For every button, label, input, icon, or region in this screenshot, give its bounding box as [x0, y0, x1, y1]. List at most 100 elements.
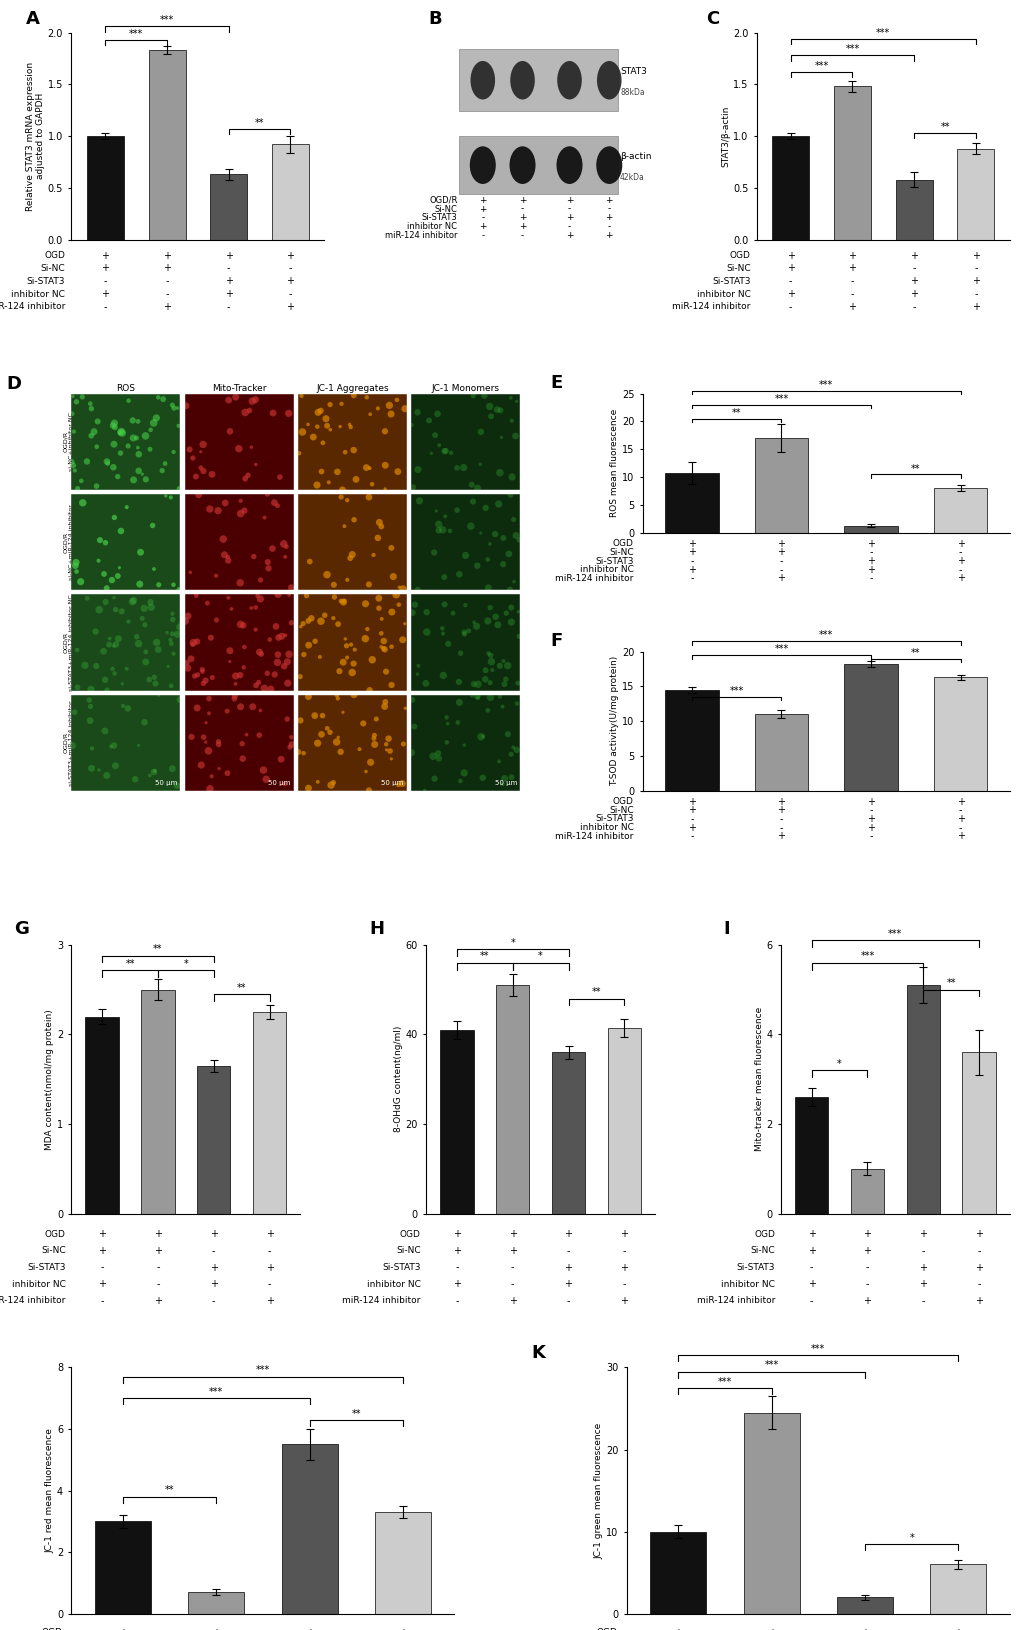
Point	[113, 598, 129, 624]
Point	[198, 668, 214, 694]
Text: +: +	[224, 289, 232, 300]
Title: JC-1 Aggregates: JC-1 Aggregates	[316, 383, 388, 393]
Point	[261, 626, 277, 652]
Point	[404, 686, 420, 712]
Bar	[932, 487, 986, 533]
Text: ***: ***	[814, 60, 827, 72]
Text: +: +	[863, 1296, 870, 1306]
Point	[502, 595, 519, 621]
Point	[437, 504, 453, 530]
Point	[455, 455, 472, 481]
Point	[164, 601, 180, 628]
Text: -: -	[973, 264, 976, 274]
Point	[457, 592, 473, 618]
Point	[146, 409, 162, 435]
Point	[506, 422, 523, 448]
Point	[301, 632, 317, 659]
Text: OGD: OGD	[596, 1628, 616, 1630]
Point	[359, 616, 375, 642]
Text: +: +	[956, 556, 964, 566]
Point	[487, 603, 503, 629]
Point	[141, 667, 157, 693]
Point	[260, 556, 276, 582]
Text: +: +	[154, 1229, 162, 1239]
Point	[236, 399, 253, 425]
Point	[190, 662, 206, 688]
Point	[105, 632, 121, 659]
Point	[404, 740, 420, 766]
Point	[91, 756, 107, 782]
Point	[251, 639, 267, 665]
Point	[171, 615, 187, 641]
Point	[294, 419, 311, 445]
Point	[473, 724, 489, 750]
Point	[441, 518, 458, 544]
Point	[118, 494, 135, 520]
Point	[338, 567, 355, 593]
Point	[266, 489, 282, 515]
Point	[137, 611, 153, 637]
Text: 50 μm: 50 μm	[381, 781, 404, 786]
Point	[83, 391, 99, 417]
Point	[200, 738, 216, 764]
Point	[312, 644, 328, 670]
Bar	[961, 1053, 995, 1213]
Text: +: +	[620, 1263, 628, 1273]
Point	[293, 383, 310, 409]
Text: +: +	[118, 1628, 126, 1630]
Text: -: -	[690, 556, 693, 566]
Point	[438, 729, 454, 755]
Bar	[459, 137, 618, 194]
Point	[493, 424, 510, 450]
Point	[365, 541, 381, 567]
Text: +: +	[956, 797, 964, 807]
Point	[128, 425, 145, 452]
Point	[394, 575, 411, 601]
Point	[157, 450, 173, 476]
Point	[426, 540, 442, 566]
Text: Si-STAT3: Si-STAT3	[594, 815, 633, 823]
Ellipse shape	[470, 147, 495, 184]
Text: -: -	[622, 1280, 626, 1289]
Point	[396, 611, 413, 637]
Point	[490, 748, 506, 774]
Text: +: +	[786, 264, 794, 274]
Point	[507, 523, 524, 549]
Text: +: +	[909, 251, 917, 261]
Y-axis label: Mito-tracker mean fluorescence: Mito-tracker mean fluorescence	[754, 1007, 763, 1151]
Bar	[272, 145, 309, 240]
Point	[329, 611, 345, 637]
Point	[184, 631, 201, 657]
Point	[185, 629, 202, 655]
Point	[74, 489, 91, 515]
Point	[503, 408, 520, 434]
Text: OGD: OGD	[44, 251, 65, 261]
Text: +: +	[163, 264, 171, 274]
Point	[345, 507, 362, 533]
Text: -: -	[622, 1245, 626, 1255]
Point	[147, 758, 163, 784]
Point	[383, 600, 399, 626]
Text: -: -	[912, 264, 915, 274]
Point	[416, 778, 432, 804]
Point	[383, 672, 399, 698]
Point	[389, 458, 406, 484]
Point	[248, 672, 264, 698]
Text: +: +	[101, 251, 109, 261]
Point	[143, 588, 159, 615]
Point	[277, 623, 293, 649]
Point	[125, 425, 142, 452]
Text: +: +	[265, 1229, 273, 1239]
Point	[74, 385, 91, 411]
Point	[338, 487, 355, 513]
Point	[383, 535, 399, 561]
Point	[347, 466, 364, 492]
Point	[296, 740, 312, 766]
Point	[331, 659, 347, 685]
Text: OGD: OGD	[612, 540, 633, 548]
Point	[256, 505, 272, 531]
Y-axis label: 8-OHdG content(ng/ml): 8-OHdG content(ng/ml)	[393, 1025, 403, 1133]
Point	[469, 553, 485, 579]
Text: +: +	[687, 823, 695, 833]
Point	[431, 432, 447, 458]
